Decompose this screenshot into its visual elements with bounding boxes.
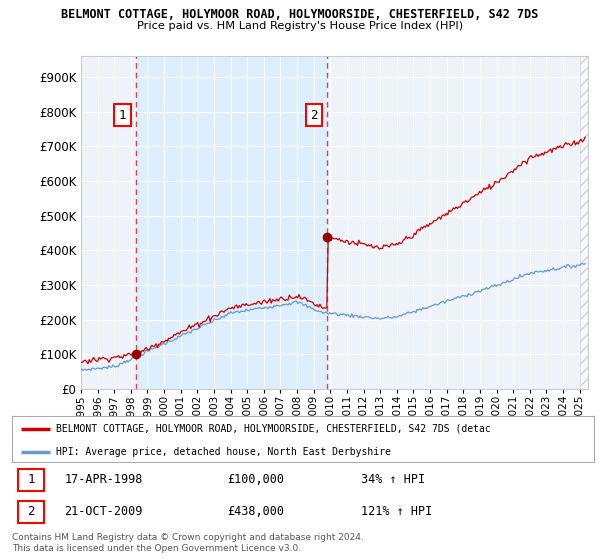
- Text: Contains HM Land Registry data © Crown copyright and database right 2024.
This d: Contains HM Land Registry data © Crown c…: [12, 533, 364, 553]
- Text: 17-APR-1998: 17-APR-1998: [64, 473, 143, 486]
- Text: 21-OCT-2009: 21-OCT-2009: [64, 505, 143, 519]
- Bar: [136, 56, 327, 389]
- Text: BELMONT COTTAGE, HOLYMOOR ROAD, HOLYMOORSIDE, CHESTERFIELD, S42 7DS (detac: BELMONT COTTAGE, HOLYMOOR ROAD, HOLYMOOR…: [56, 424, 490, 434]
- Text: Price paid vs. HM Land Registry's House Price Index (HPI): Price paid vs. HM Land Registry's House …: [137, 21, 463, 31]
- Bar: [580, 56, 588, 389]
- FancyBboxPatch shape: [18, 501, 44, 523]
- Text: HPI: Average price, detached house, North East Derbyshire: HPI: Average price, detached house, Nort…: [56, 447, 391, 457]
- Text: 34% ↑ HPI: 34% ↑ HPI: [361, 473, 425, 486]
- Text: £438,000: £438,000: [227, 505, 284, 519]
- Text: 121% ↑ HPI: 121% ↑ HPI: [361, 505, 433, 519]
- Text: BELMONT COTTAGE, HOLYMOOR ROAD, HOLYMOORSIDE, CHESTERFIELD, S42 7DS: BELMONT COTTAGE, HOLYMOOR ROAD, HOLYMOOR…: [61, 8, 539, 21]
- Text: 1: 1: [27, 473, 35, 486]
- Text: 2: 2: [310, 109, 317, 122]
- FancyBboxPatch shape: [18, 469, 44, 491]
- Text: £100,000: £100,000: [227, 473, 284, 486]
- Text: 2: 2: [27, 505, 35, 519]
- Text: 1: 1: [119, 109, 126, 122]
